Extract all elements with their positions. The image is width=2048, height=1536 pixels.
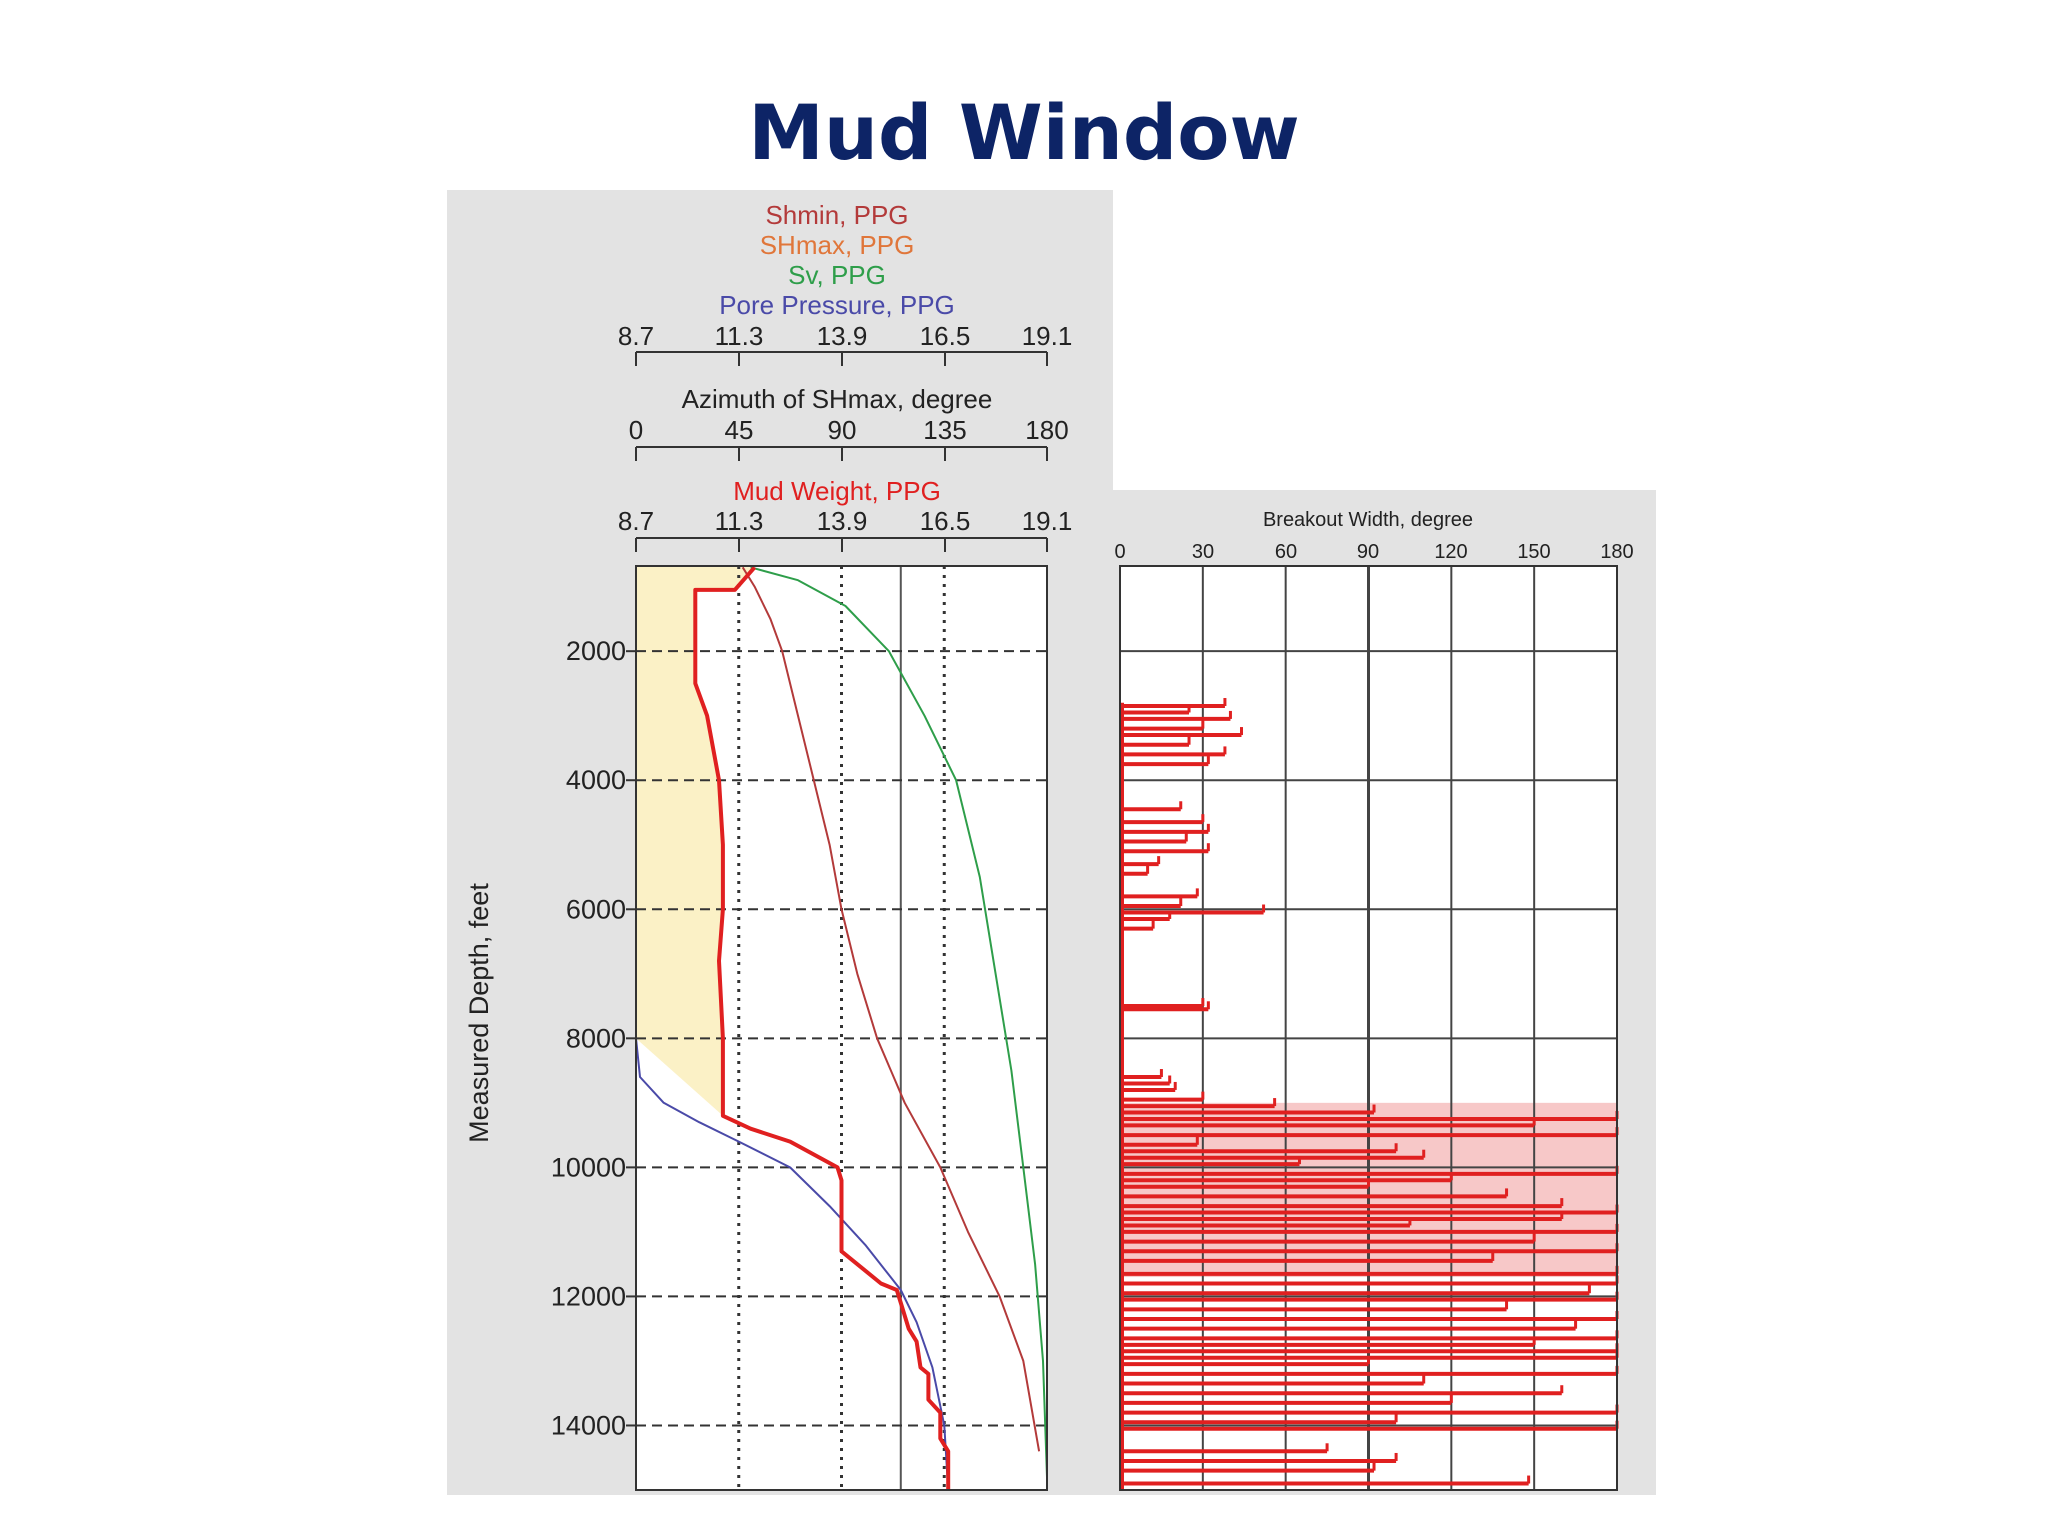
azimuth-tick-label: 135 (923, 415, 966, 445)
series-line-sv (750, 566, 1048, 1478)
breakout-plot-frame (1119, 565, 1618, 1491)
azimuth-tick-label: 180 (1025, 415, 1068, 445)
depth-tick-label: 8000 (566, 1023, 626, 1053)
top-ppg-tick-label: 16.5 (920, 321, 971, 351)
left-plot-frame (635, 565, 1048, 1491)
legend: Shmin, PPG SHmax, PPG Sv, PPG Pore Press… (719, 200, 955, 320)
mud-tick-label: 8.7 (618, 506, 654, 536)
mud-tick-label: 13.9 (817, 506, 868, 536)
depth-tick-label: 2000 (566, 636, 626, 666)
series-line-pore-pressure (635, 1038, 950, 1491)
mud-weight-axis: Mud Weight, PPG 8.7 11.3 13.9 16.5 19.1 (618, 476, 1072, 552)
breakout-axis: Breakout Width, degree 0 30 60 90 120 15… (1114, 509, 1633, 563)
mud-weight-axis-label: Mud Weight, PPG (733, 476, 941, 506)
depth-tick-label: 10000 (551, 1152, 626, 1182)
top-ppg-tick-label: 8.7 (618, 321, 654, 351)
breakout-tick-label: 180 (1600, 541, 1633, 563)
legend-sv: Sv, PPG (788, 260, 886, 290)
legend-shmin: Shmin, PPG (765, 200, 908, 230)
series-line-mud-weight (693, 565, 951, 1490)
depth-tick-label: 6000 (566, 894, 626, 924)
legend-shmax: SHmax, PPG (760, 230, 915, 260)
left-plot-grid (626, 566, 1047, 1490)
top-ppg-tick-label: 19.1 (1022, 321, 1073, 351)
legend-pore-pressure: Pore Pressure, PPG (719, 290, 955, 320)
breakout-grid (1120, 566, 1617, 1490)
breakout-tick-label: 60 (1275, 541, 1297, 563)
depth-tick-labels: 2000 4000 6000 8000 10000 12000 14000 (551, 636, 626, 1440)
breakout-tick-label: 30 (1192, 541, 1214, 563)
breakout-tick-label: 120 (1434, 541, 1467, 563)
y-axis-label: Measured Depth, feet (464, 883, 494, 1143)
breakout-tick-label: 150 (1517, 541, 1550, 563)
mud-window-area (636, 566, 755, 1116)
depth-tick-label: 4000 (566, 765, 626, 795)
azimuth-axis-label: Azimuth of SHmax, degree (682, 384, 993, 414)
slide-title: Mud Window (748, 88, 1300, 177)
left-plot-series (635, 565, 1048, 1491)
azimuth-axis: Azimuth of SHmax, degree 0 45 90 135 180 (629, 384, 1069, 461)
mud-tick-label: 11.3 (715, 506, 764, 536)
breakout-tick-label: 0 (1114, 541, 1125, 563)
series-line-shmin (741, 566, 1041, 1452)
mud-tick-label: 19.1 (1022, 506, 1073, 536)
azimuth-tick-label: 90 (828, 415, 857, 445)
depth-tick-label: 12000 (551, 1281, 626, 1311)
azimuth-tick-label: 45 (725, 415, 754, 445)
depth-tick-label: 14000 (551, 1410, 626, 1440)
top-ppg-tick-label: 11.3 (715, 321, 764, 351)
breakout-title: Breakout Width, degree (1263, 509, 1473, 531)
mud-tick-label: 16.5 (920, 506, 971, 536)
top-ppg-tick-label: 13.9 (817, 321, 868, 351)
azimuth-tick-label: 0 (629, 415, 643, 445)
breakout-tick-label: 90 (1357, 541, 1379, 563)
mud-window-fill (636, 566, 755, 1116)
top-ppg-axis: 8.7 11.3 13.9 16.5 19.1 (618, 321, 1072, 366)
breakout-bars (1120, 698, 1619, 1490)
